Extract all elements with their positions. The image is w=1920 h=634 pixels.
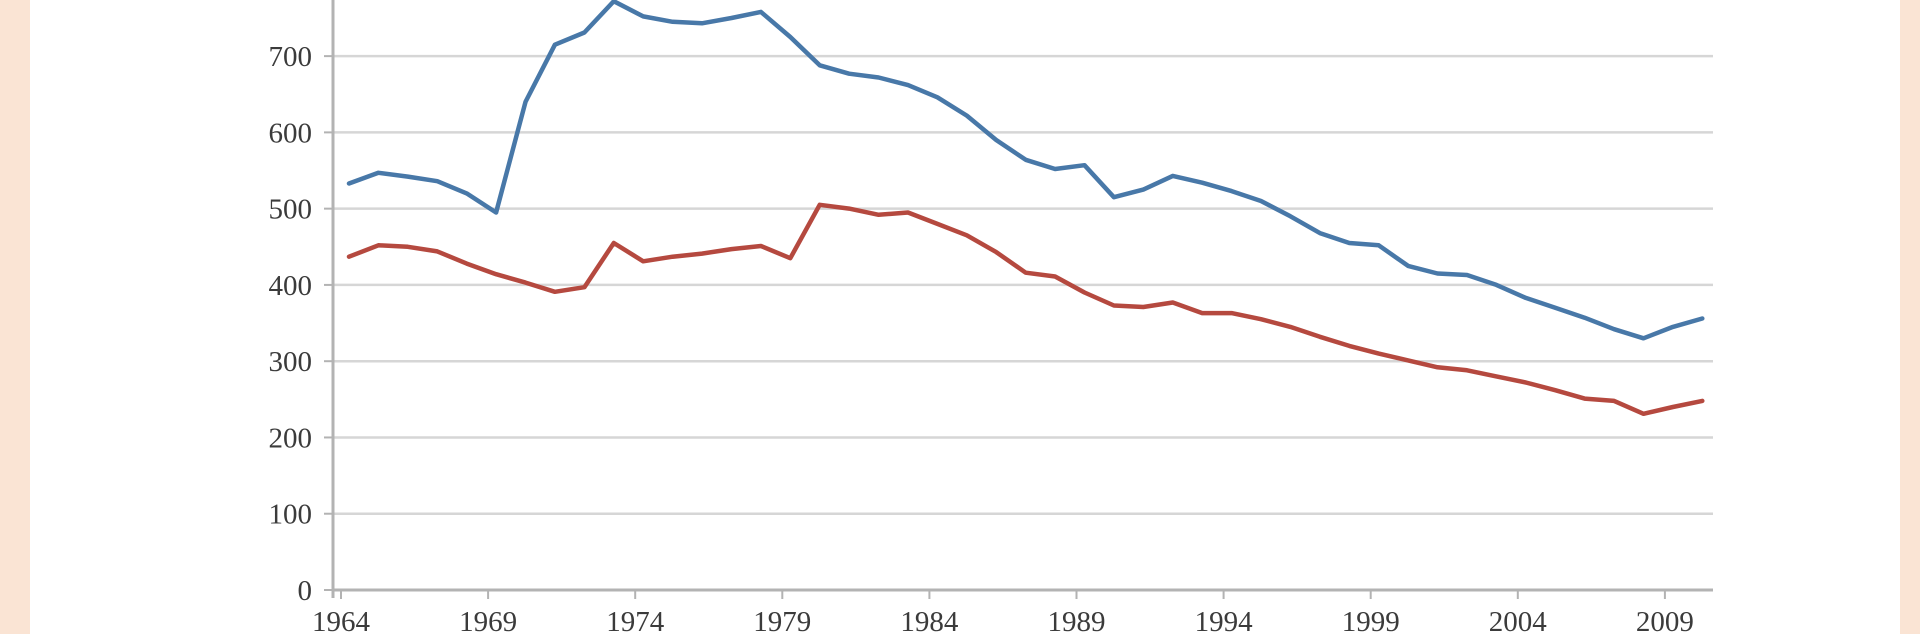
- right-page-margin: [1900, 0, 1920, 634]
- red-series-line: [346, 202, 1705, 417]
- blue-series-line: [346, 0, 1705, 341]
- x-tick-label: 1999: [1342, 606, 1400, 634]
- y-tick-label: 400: [269, 270, 313, 302]
- y-tick-label: 100: [269, 499, 313, 531]
- x-tick-label: 2004: [1489, 606, 1548, 634]
- y-tick-label: 300: [269, 346, 313, 378]
- x-tick-label: 1969: [459, 606, 517, 634]
- x-tick-label: 1984: [900, 606, 959, 634]
- x-tick-label: 1974: [606, 606, 665, 634]
- x-tick-label: 1994: [1195, 606, 1254, 634]
- x-tick-label: 2009: [1636, 606, 1694, 634]
- y-tick-label: 200: [269, 422, 313, 454]
- y-tick-label: 0: [298, 575, 313, 607]
- y-tick-label: 500: [269, 194, 313, 226]
- x-tick-label: 1964: [312, 606, 371, 634]
- y-tick-label: 600: [269, 117, 313, 149]
- y-tick-label: 700: [269, 41, 313, 73]
- x-tick-label: 1989: [1048, 606, 1106, 634]
- x-tick-label: 1979: [753, 606, 811, 634]
- left-page-margin: [0, 0, 30, 634]
